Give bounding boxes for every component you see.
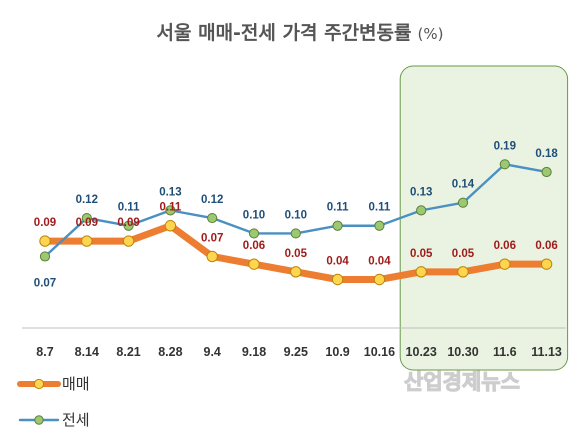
jeonse-data-label: 0.10 — [285, 209, 307, 221]
sale-data-label: 0.04 — [368, 256, 391, 268]
sale-data-label: 0.04 — [326, 256, 349, 268]
x-tick-label: 10.30 — [447, 345, 478, 359]
jeonse-data-label: 0.14 — [452, 179, 475, 191]
sale-point — [373, 273, 386, 286]
sale-point — [290, 266, 302, 278]
jeonse-point — [39, 251, 51, 262]
sale-point — [122, 235, 135, 247]
x-axis-tick-labels: 8.7 8.14 8.21 8.28 9.4 9.18 9.25 10.9 10.16 10.23… — [36, 345, 562, 359]
highlight-region — [399, 65, 569, 371]
legend-label: 매매 — [62, 375, 90, 393]
x-tick-label: 9.18 — [242, 345, 266, 359]
series-sale — [39, 220, 553, 286]
x-tick-label: 11.13 — [531, 345, 562, 359]
jeonse-data-label: 0.11 — [327, 202, 349, 214]
sale-data-label: 0.05 — [410, 248, 433, 260]
x-tick-label: 10.23 — [406, 345, 437, 359]
jeonse-data-label: 0.13 — [159, 186, 181, 198]
jeonse-point — [81, 212, 92, 224]
sale-data-label: 0.06 — [243, 240, 265, 252]
sale-point — [206, 250, 218, 263]
x-tick-label: 9.25 — [284, 345, 308, 359]
jeonse-point — [165, 205, 176, 216]
chart-title-unit: (%) — [418, 25, 444, 43]
jeonse-data-label: 0.11 — [369, 202, 391, 214]
x-tick-label: 8.14 — [75, 345, 99, 359]
jeonse-point — [123, 220, 134, 231]
sale-point — [164, 220, 177, 232]
jeonse-data-label: 0.11 — [118, 202, 140, 214]
jeonse-point — [416, 205, 427, 216]
legend-swatch-marker — [34, 415, 44, 425]
jeonse-data-label: 0.07 — [34, 277, 56, 289]
sale-data-label: 0.06 — [494, 240, 516, 252]
legend-label: 전세 — [62, 411, 90, 429]
sale-point — [499, 258, 511, 270]
sale-point — [457, 266, 469, 278]
x-tick-label: 8.28 — [158, 345, 182, 359]
x-tick-label: 8.7 — [36, 345, 53, 359]
sale-data-label: 0.07 — [201, 232, 223, 244]
sale-data-label: 0.09 — [34, 217, 56, 229]
sale-data-label: 0.05 — [452, 248, 475, 260]
sale-point — [415, 266, 427, 278]
jeonse-point — [499, 159, 510, 170]
x-tick-label: 10.16 — [364, 345, 395, 359]
legend-item-sale: 매매 — [17, 375, 90, 393]
sale-point — [331, 273, 344, 286]
x-tick-label: 10.9 — [325, 345, 349, 359]
sale-data-label: 0.11 — [160, 202, 182, 214]
sale-data-label: 0.09 — [117, 217, 139, 229]
jeonse-data-label: 0.10 — [243, 209, 265, 221]
x-tick-label: 9.4 — [204, 345, 221, 359]
sale-data-label: 0.06 — [535, 240, 557, 252]
chart-title: 서울 매매-전세 가격 주간변동률 (%) — [157, 22, 444, 44]
jeonse-data-label: 0.13 — [410, 186, 432, 198]
sale-point — [248, 258, 260, 270]
jeonse-data-label: 0.12 — [201, 194, 223, 206]
jeonse-data-label: 0.19 — [494, 140, 516, 152]
data-labels-layer: 0.09 0.09 0.09 0.11 0.07 0.06 0.05 0.04 0.04 0.05… — [34, 140, 559, 289]
jeonse-point — [374, 220, 385, 231]
series-layer — [39, 159, 553, 286]
series-jeonse — [39, 159, 552, 262]
legend-swatch-marker — [33, 378, 45, 390]
sale-point — [39, 235, 51, 247]
sale-data-label: 0.09 — [76, 217, 98, 229]
sale-point — [540, 258, 553, 270]
jeonse-point — [207, 212, 218, 224]
jeonse-point — [332, 220, 343, 231]
chart-title-text: 서울 매매-전세 가격 주간변동률 — [157, 22, 412, 44]
jeonse-point — [457, 197, 469, 208]
jeonse-point — [248, 228, 260, 239]
legend-item-jeonse: 전세 — [18, 411, 90, 429]
sale-point — [81, 235, 93, 247]
highlight-box — [399, 65, 569, 371]
x-tick-label: 8.21 — [116, 345, 140, 359]
jeonse-data-label: 0.12 — [76, 194, 98, 206]
jeonse-data-label: 0.18 — [535, 148, 558, 160]
jeonse-point — [541, 166, 552, 178]
watermark-text: 산업경제뉴스 — [404, 370, 520, 394]
sale-data-label: 0.05 — [285, 248, 308, 260]
jeonse-point — [290, 228, 301, 239]
x-tick-label: 11.6 — [493, 345, 517, 359]
